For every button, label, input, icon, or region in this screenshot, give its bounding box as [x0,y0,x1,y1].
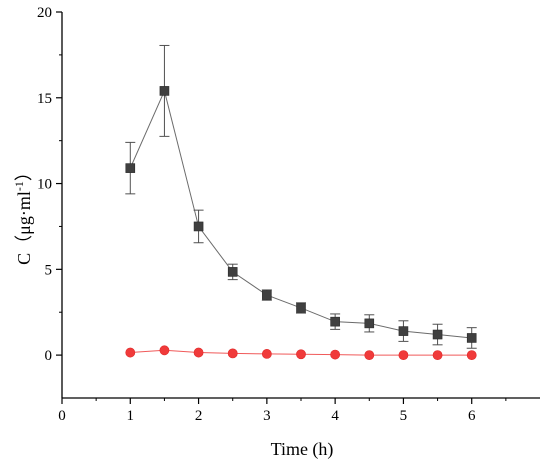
x-tick-label: 3 [263,408,271,424]
y-tick-label: 20 [37,5,52,21]
y-axis-title-superscript: -1 [12,181,26,191]
series-line [129,89,472,339]
x-tick-label: 1 [127,408,135,424]
data-point [330,349,341,360]
data-point [125,347,136,358]
x-tick-label: 4 [331,408,339,424]
data-point [227,348,238,359]
data-point [159,345,170,356]
data-point [193,347,204,358]
y-axis-title-main: C（μg·ml [14,191,34,265]
x-tick-label: 6 [468,408,476,424]
data-point [432,350,443,361]
series-2 [125,345,477,361]
x-tick-label: 0 [58,408,66,424]
data-point [398,350,409,361]
series-1 [125,44,477,349]
data-point [262,290,272,300]
series-layer [125,44,477,361]
data-point [159,86,170,96]
data-point [398,326,409,336]
x-tick-label: 2 [195,408,203,424]
data-point [432,329,443,340]
y-tick-label: 15 [37,91,52,107]
x-axis-title: Time (h) [271,439,334,460]
y-axis-title: C（μg·ml-1） [12,163,34,265]
y-tick-label: 10 [37,177,52,193]
data-point [330,316,340,327]
data-point [364,350,375,361]
data-point [364,318,375,329]
data-point [193,221,204,232]
axis-titles: Time (h) C（μg·ml-1） [12,163,333,460]
data-point [125,163,136,173]
data-point [296,303,306,313]
axes: 0 1 2 3 4 5 6 0 5 10 15 20 [37,5,540,424]
x-tick-label: 5 [400,408,408,424]
y-tick-label: 0 [45,348,53,364]
data-point [466,350,477,361]
y-axis-title-close: ） [14,163,34,181]
y-tick-label: 5 [45,262,53,278]
data-point [296,349,306,360]
data-point [261,349,272,359]
data-point [227,267,238,277]
data-point [466,333,477,343]
